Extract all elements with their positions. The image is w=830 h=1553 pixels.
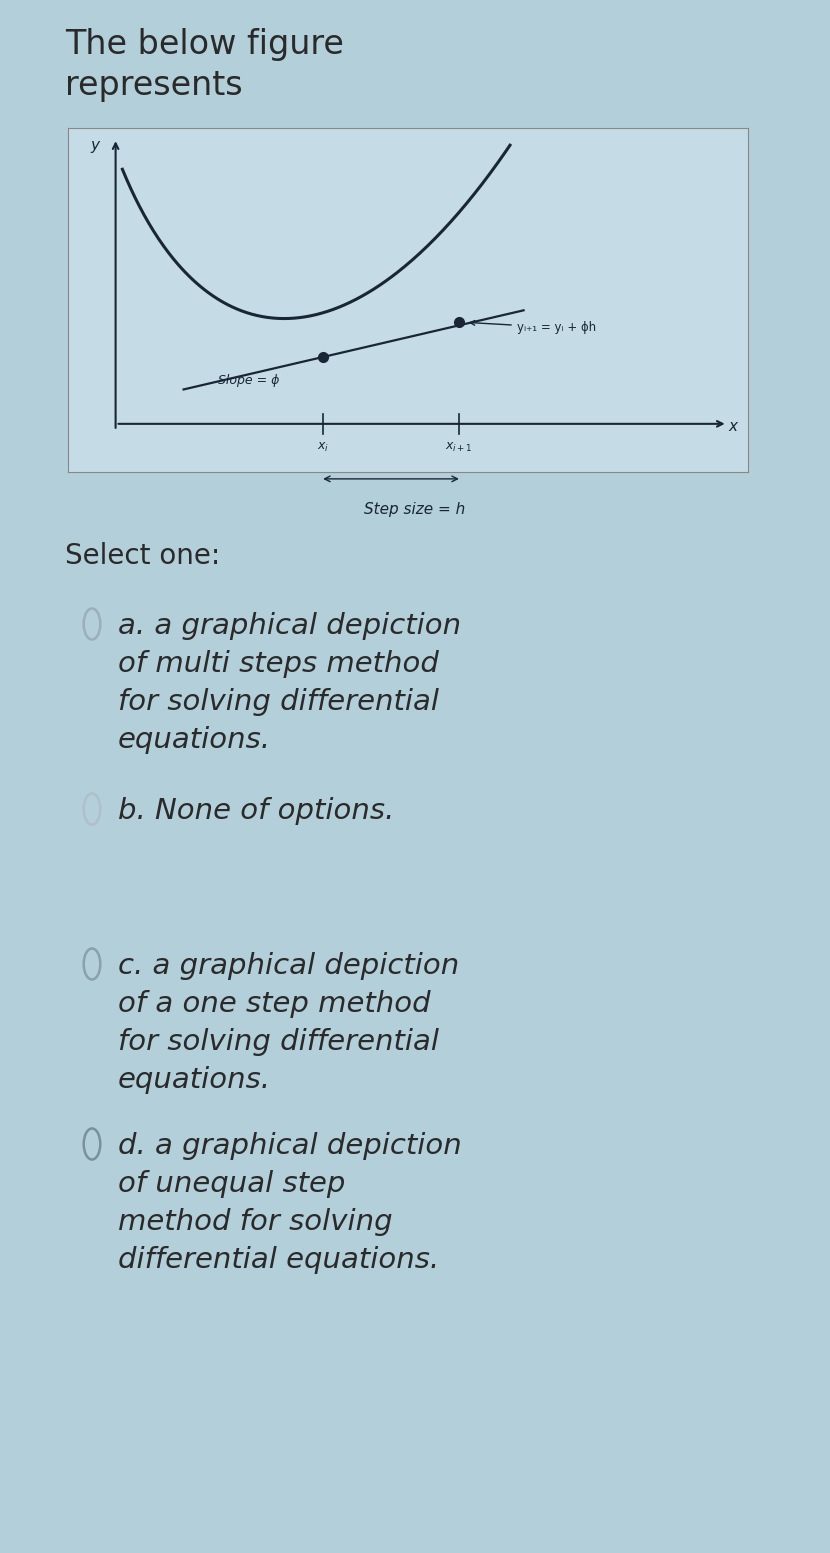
Text: Step size = h: Step size = h [364, 502, 466, 517]
Text: Slope = ϕ: Slope = ϕ [217, 374, 279, 387]
Text: $x_i$: $x_i$ [317, 441, 329, 453]
Text: yᵢ₊₁ = yᵢ + ϕh: yᵢ₊₁ = yᵢ + ϕh [470, 320, 596, 334]
Text: x: x [729, 419, 738, 433]
Text: a. a graphical depiction
of multi steps method
for solving differential
equation: a. a graphical depiction of multi steps … [118, 612, 461, 753]
Text: b. None of options.: b. None of options. [118, 797, 394, 825]
Text: $x_{i+1}$: $x_{i+1}$ [445, 441, 473, 453]
Text: y: y [90, 138, 100, 154]
Text: c. a graphical depiction
of a one step method
for solving differential
equations: c. a graphical depiction of a one step m… [118, 952, 459, 1093]
Text: The below figure
represents: The below figure represents [65, 28, 344, 102]
Text: d. a graphical depiction
of unequal step
method for solving
differential equatio: d. a graphical depiction of unequal step… [118, 1132, 461, 1273]
Text: Select one:: Select one: [65, 542, 220, 570]
